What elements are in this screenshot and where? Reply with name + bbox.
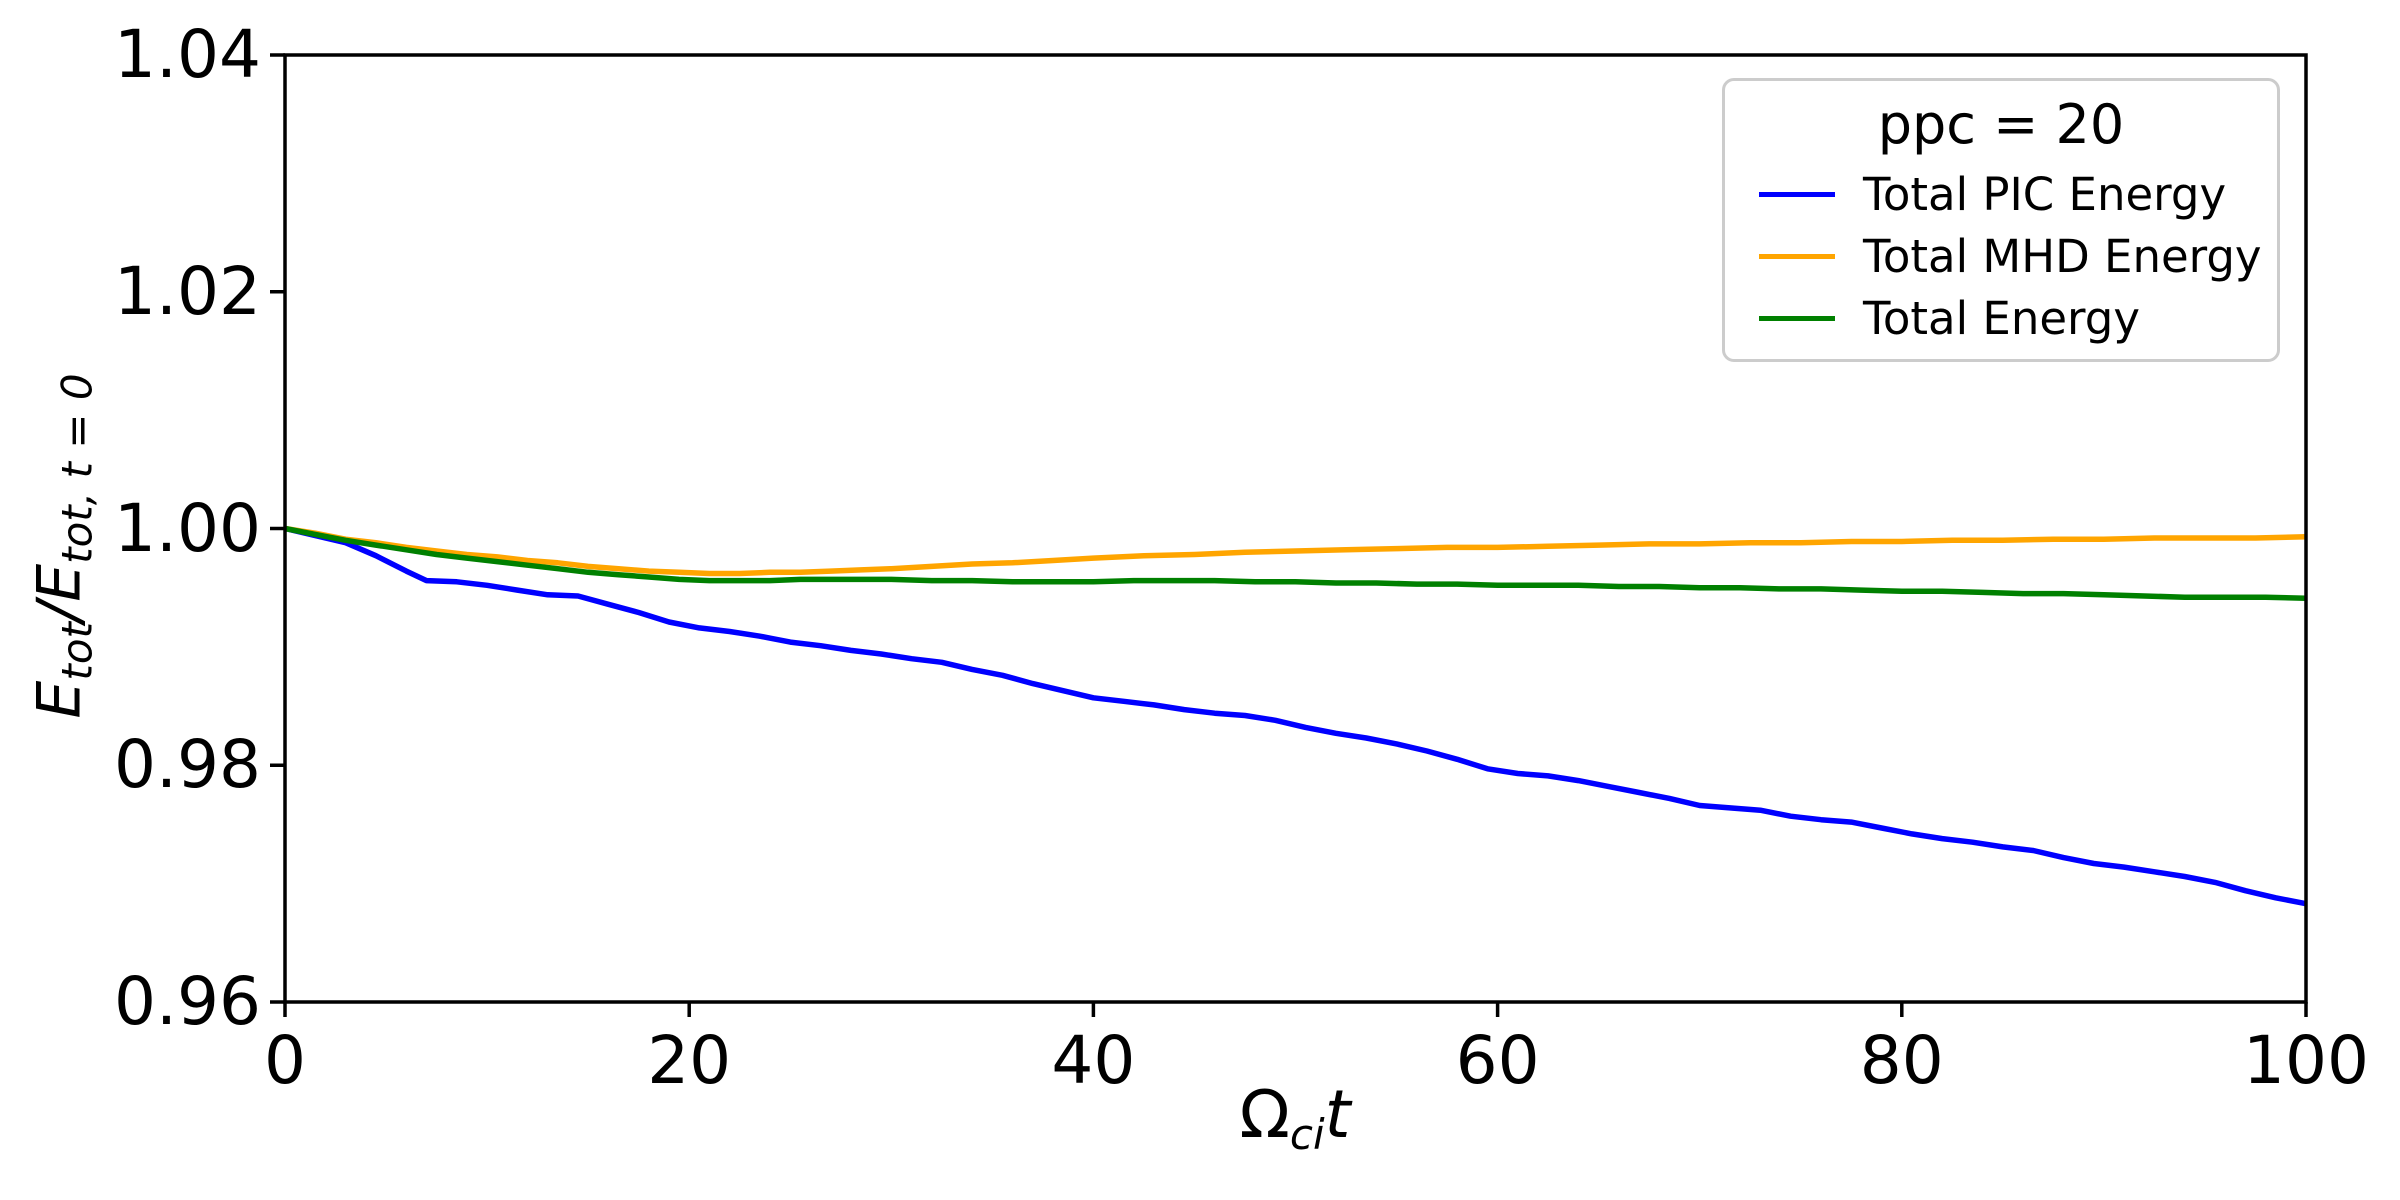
x-tick-label: 20 xyxy=(647,1022,732,1099)
y-tick-label: 0.96 xyxy=(114,963,261,1040)
mhd-line-swatch-icon xyxy=(1759,253,1835,259)
legend-label-mhd: Total MHD Energy xyxy=(1863,229,2262,283)
y-axis-label-slash: / xyxy=(24,601,95,622)
x-tick-label: 80 xyxy=(1859,1022,1944,1099)
series-line-0 xyxy=(284,525,2307,907)
y-axis-label-denominator-sub: tot, t = 0 xyxy=(52,373,102,564)
y-tick-label: 1.02 xyxy=(114,252,261,330)
series-line-1 xyxy=(284,525,2307,577)
legend: ppc = 20 Total PIC Energy Total MHD Ener… xyxy=(1722,78,2280,362)
legend-entry-total: Total Energy xyxy=(1725,287,2277,349)
y-tick-label: 0.98 xyxy=(114,726,261,804)
pic-line-swatch-icon xyxy=(1759,191,1835,197)
y-axis-label: Etot/Etot, t = 0 xyxy=(25,373,102,718)
y-tick-label: 1.00 xyxy=(114,489,261,567)
y-tick-label: 1.04 xyxy=(114,16,261,93)
x-axis-label-var: t xyxy=(1324,1076,1351,1153)
legend-title: ppc = 20 xyxy=(1877,93,2125,156)
series-line-2 xyxy=(284,525,2307,602)
legend-entry-mhd: Total MHD Energy xyxy=(1725,225,2277,287)
x-tick-label: 60 xyxy=(1455,1022,1540,1099)
y-axis-label-numerator: E xyxy=(24,680,95,719)
x-axis-label-sub: ci xyxy=(1289,1109,1325,1159)
y-axis-label-numerator-sub: tot xyxy=(52,622,102,681)
legend-entry-pic: Total PIC Energy xyxy=(1725,163,2277,225)
x-tick-label: 100 xyxy=(2243,1022,2369,1099)
legend-label-total: Total Energy xyxy=(1863,291,2140,345)
y-axis-label-denominator: E xyxy=(24,563,95,602)
total-line-swatch-icon xyxy=(1759,315,1835,321)
legend-label-pic: Total PIC Energy xyxy=(1863,167,2227,221)
x-axis-label-omega: Ω xyxy=(1239,1076,1290,1153)
x-tick-label: 0 xyxy=(264,1022,306,1099)
x-tick-label: 40 xyxy=(1051,1022,1136,1099)
x-axis-label: Ωcit xyxy=(1239,1082,1350,1156)
